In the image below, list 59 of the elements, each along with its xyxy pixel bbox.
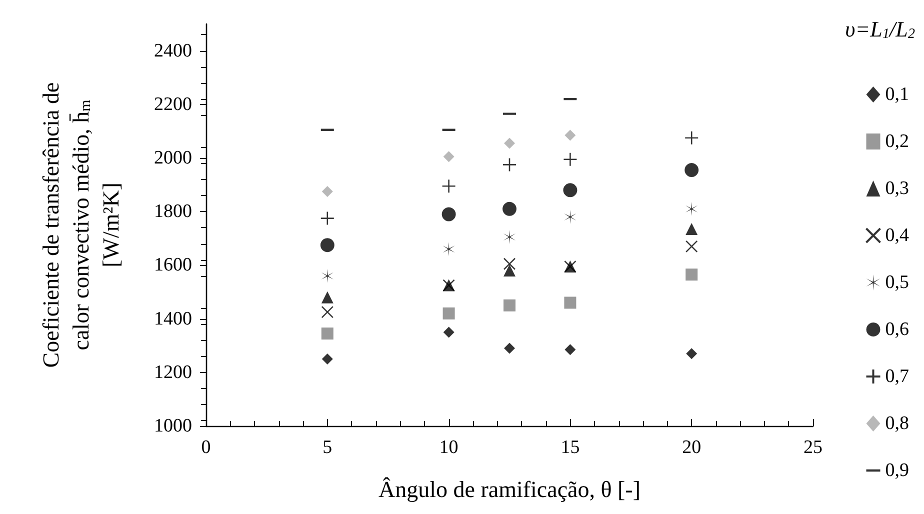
point xyxy=(685,240,698,253)
legend-label: 0,5 xyxy=(885,272,909,293)
legend-title: υ=L1/L2 xyxy=(845,16,916,42)
point xyxy=(442,207,456,222)
point xyxy=(320,238,334,252)
point xyxy=(322,354,333,364)
y-tick-label: 1800 xyxy=(154,201,192,222)
x-tick-label: 10 xyxy=(439,437,458,458)
x-tick-label: 20 xyxy=(682,437,702,458)
x-axis-title: Ângulo de ramificação, θ [-] xyxy=(378,477,640,502)
text: Coeficiente de transferência de calor convectivo médio, h̄m [W/m²K] xyxy=(38,82,124,368)
point xyxy=(321,268,334,283)
point xyxy=(563,152,578,166)
y-tick-label: 1200 xyxy=(154,362,192,383)
point xyxy=(686,223,698,236)
point xyxy=(686,268,698,281)
legend-label: 0,9 xyxy=(885,460,909,481)
x-tick-label: 15 xyxy=(560,437,580,458)
x-tick-label: 25 xyxy=(804,437,822,458)
point xyxy=(443,326,454,338)
point xyxy=(684,130,699,146)
point xyxy=(504,138,515,149)
y-tick-label: 1000 xyxy=(154,416,192,436)
x-tick-label: 5 xyxy=(322,437,332,458)
x-tick-label: 0 xyxy=(201,437,211,458)
y-tick-label: 1400 xyxy=(154,308,192,330)
legend-label: 0,1 xyxy=(885,84,909,105)
legend-label: 0,3 xyxy=(885,178,909,199)
point xyxy=(442,307,455,320)
point xyxy=(564,344,576,356)
point xyxy=(443,151,454,162)
y-tick-label: 2000 xyxy=(154,148,192,168)
point xyxy=(502,202,516,216)
legend-label: 0,7 xyxy=(885,366,909,387)
point xyxy=(504,342,515,354)
point xyxy=(321,291,334,304)
point xyxy=(684,163,699,178)
point xyxy=(321,328,334,340)
point xyxy=(504,299,516,312)
point xyxy=(564,296,576,309)
legend-label: 0,8 xyxy=(885,413,909,434)
legend-label: 0,6 xyxy=(885,319,909,340)
point xyxy=(322,186,333,197)
point xyxy=(442,242,455,256)
y-tick-label: 1600 xyxy=(154,254,192,276)
point xyxy=(320,211,335,226)
legend-label: 0,2 xyxy=(885,131,909,152)
point xyxy=(686,348,698,360)
legend-label: 0,4 xyxy=(885,225,910,246)
point xyxy=(564,130,576,141)
point xyxy=(442,178,456,194)
point xyxy=(503,258,516,270)
y-tick-label: 2200 xyxy=(154,94,192,115)
point xyxy=(504,264,516,277)
point xyxy=(564,210,576,224)
point xyxy=(563,183,578,198)
point xyxy=(321,306,334,318)
point xyxy=(502,158,517,172)
y-tick-label: 2400 xyxy=(154,40,192,62)
